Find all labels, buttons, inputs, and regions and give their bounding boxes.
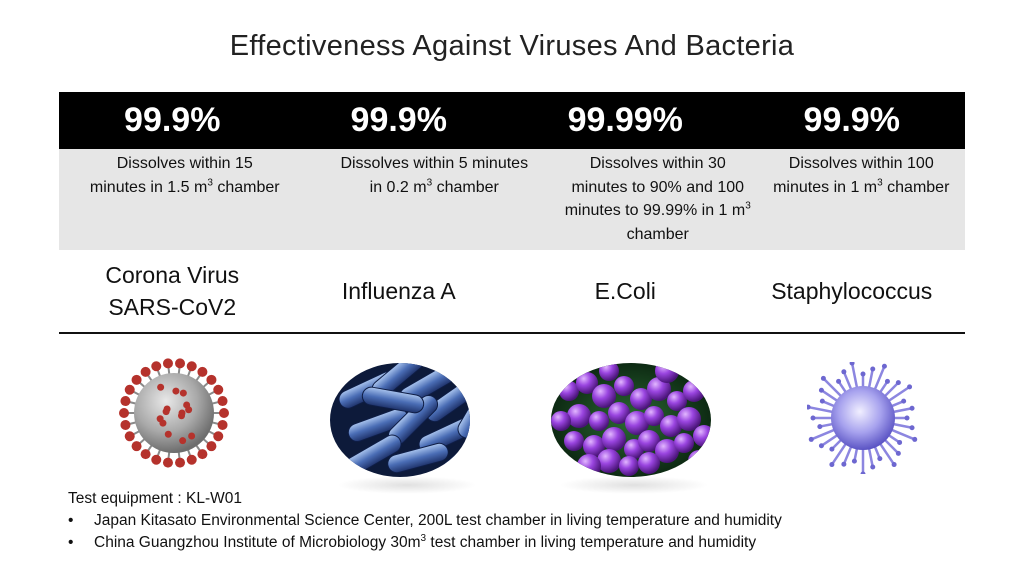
description-row: Dissolves within 15 minutes in 1.5 m3 ch… bbox=[59, 149, 965, 250]
desc-staph: Dissolves within 100 minutes in 1 m3 cha… bbox=[758, 149, 966, 250]
rod-bacteria-image bbox=[330, 363, 470, 477]
bullet-dot: • bbox=[68, 534, 74, 551]
shadow-left bbox=[337, 476, 477, 494]
bullet-item: • Japan Kitasato Environmental Science C… bbox=[68, 510, 782, 532]
desc-staph-post: chamber bbox=[882, 178, 950, 196]
name-corona: Corona Virus SARS-CoV2 bbox=[59, 259, 286, 323]
percent-staph: 99.9% bbox=[803, 101, 900, 139]
corona-surface-dots bbox=[156, 383, 196, 445]
coronavirus-image bbox=[119, 358, 229, 468]
desc-corona-text: Dissolves within 15 minutes in 1.5 m bbox=[89, 155, 253, 196]
bullet-text-2-post: test chamber in living temperature and h… bbox=[426, 534, 757, 551]
desc-ecoli-text: Dissolves within 30 minutes to 90% and 1… bbox=[564, 155, 746, 219]
effectiveness-table: 99.9% 99.9% 99.99% 99.9% Dissolves withi… bbox=[59, 92, 965, 334]
slide-title: Effectiveness Against Viruses And Bacter… bbox=[229, 30, 795, 62]
percent-corona: 99.9% bbox=[124, 101, 221, 139]
bullet-item: • China Guangzhou Institute of Microbiol… bbox=[68, 532, 782, 554]
bullet-dot: • bbox=[68, 512, 74, 529]
test-equipment: Test equipment : KL-W01 bbox=[68, 490, 243, 507]
name-corona-line2: SARS-CoV2 bbox=[108, 294, 237, 320]
desc-influenza-text: Dissolves within 5 minutes in 0.2 m bbox=[340, 155, 529, 196]
bullet-text-2-sup: 3 bbox=[420, 532, 427, 544]
desc-staph-text: Dissolves within 100 minutes in 1 m bbox=[773, 155, 934, 196]
cocci-cells bbox=[551, 363, 711, 477]
name-corona-line1: Corona Virus bbox=[105, 262, 240, 288]
name-influenza: Influenza A bbox=[341, 278, 456, 304]
desc-corona-post: chamber bbox=[212, 178, 280, 196]
bullet-text-1: Japan Kitasato Environmental Science Cen… bbox=[94, 512, 782, 529]
desc-influenza-post: chamber bbox=[432, 178, 499, 196]
desc-ecoli: Dissolves within 30 minutes to 90% and 1… bbox=[558, 149, 758, 250]
name-staph: Staphylococcus bbox=[771, 278, 933, 304]
microbe-images bbox=[59, 358, 965, 494]
name-ecoli: E.Coli bbox=[594, 278, 656, 304]
percent-influenza: 99.9% bbox=[350, 101, 447, 139]
bullet-text-2-pre: China Guangzhou Institute of Microbiolog… bbox=[94, 534, 421, 551]
footer-notes: Test equipment : KL-W01 • Japan Kitasato… bbox=[68, 488, 782, 554]
percent-ecoli: 99.99% bbox=[567, 101, 683, 139]
desc-staph-sup: 3 bbox=[877, 177, 883, 189]
desc-influenza: Dissolves within 5 minutes in 0.2 m3 cha… bbox=[311, 149, 559, 250]
bullet-text-2: China Guangzhou Institute of Microbiolog… bbox=[94, 532, 756, 554]
cocci-bacteria-image bbox=[551, 363, 711, 477]
shadow-right bbox=[559, 476, 709, 494]
desc-ecoli-post: chamber bbox=[626, 225, 689, 243]
desc-ecoli-sup: 3 bbox=[745, 200, 751, 212]
desc-influenza-sup: 3 bbox=[426, 177, 433, 189]
name-row: Corona Virus SARS-CoV2 Influenza A E.Col… bbox=[59, 250, 965, 334]
purple-virus-image bbox=[807, 362, 918, 474]
desc-corona-sup: 3 bbox=[207, 177, 213, 189]
desc-corona: Dissolves within 15 minutes in 1.5 m3 ch… bbox=[59, 149, 311, 250]
percent-row: 99.9% 99.9% 99.99% 99.9% bbox=[59, 92, 965, 149]
